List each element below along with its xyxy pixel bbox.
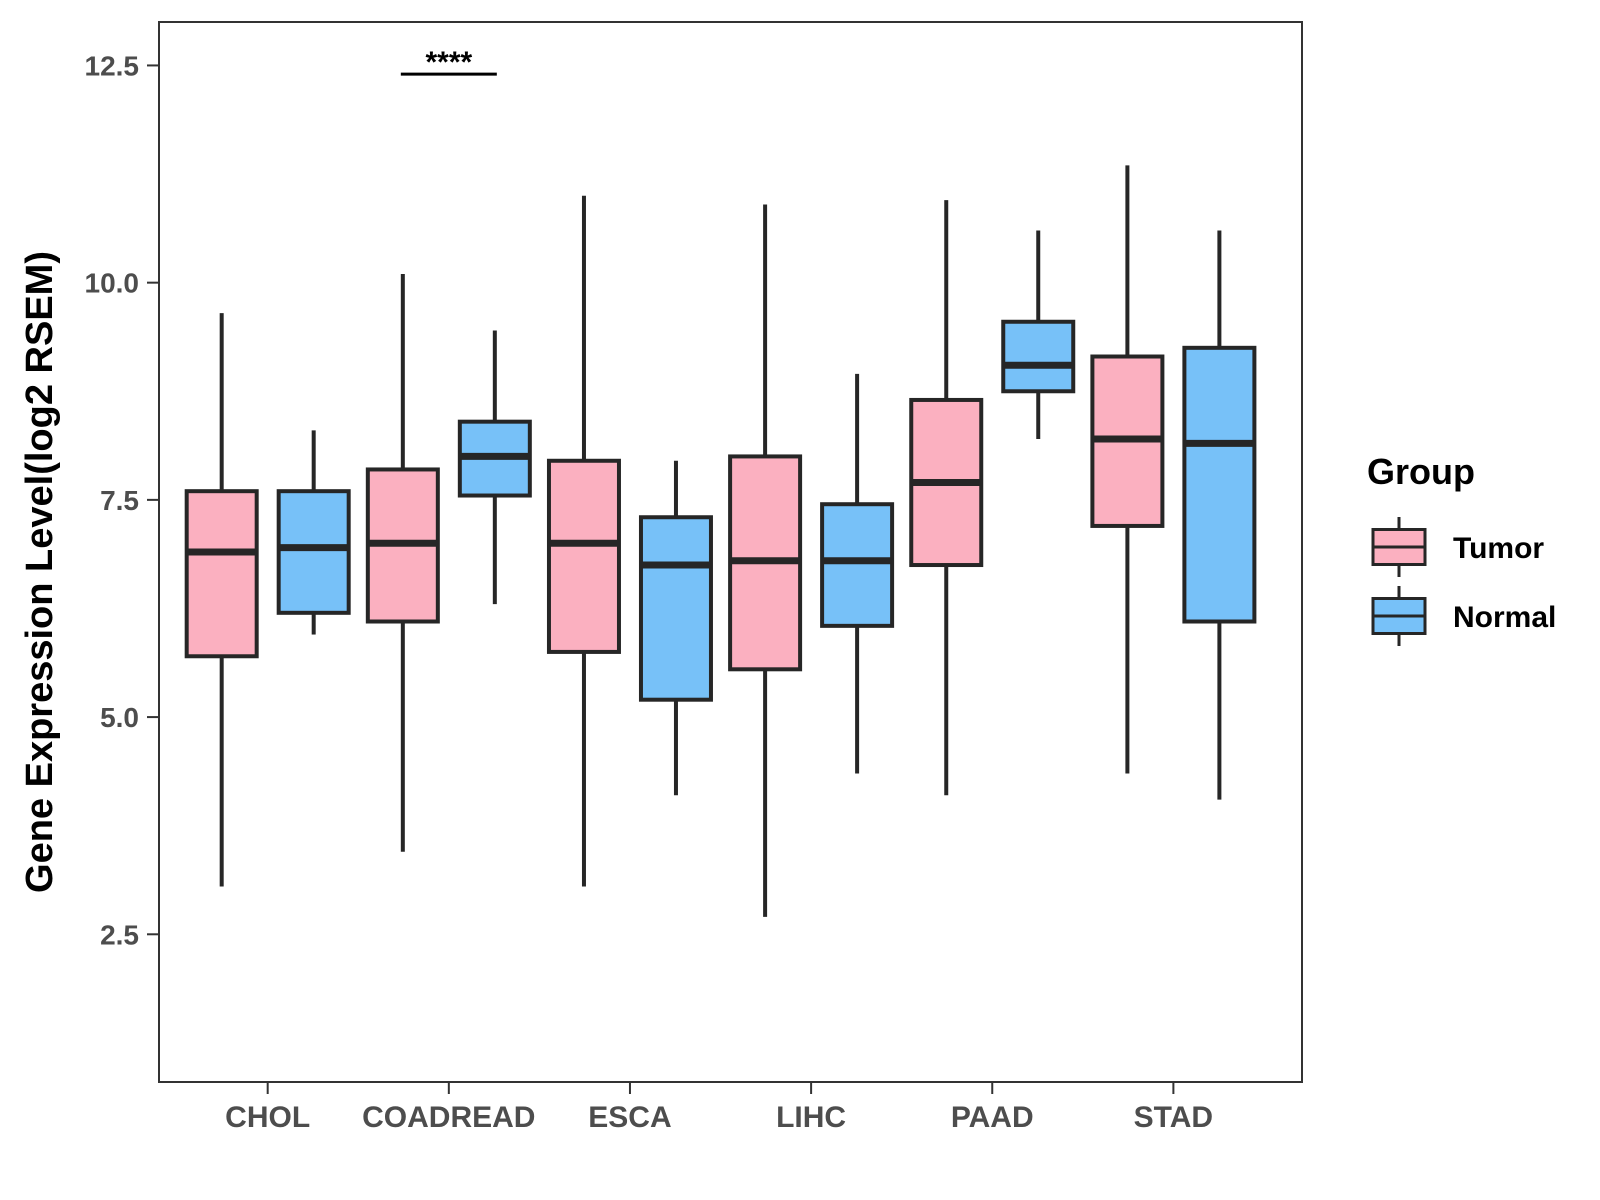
legend: Group Tumor Normal <box>1367 451 1556 646</box>
x-tick-label: STAD <box>1134 1101 1213 1134</box>
legend-label-normal: Normal <box>1453 601 1556 634</box>
y-tick-label: 7.5 <box>100 485 139 516</box>
y-tick-label: 10.0 <box>85 268 140 299</box>
x-tick-label: LIHC <box>776 1101 846 1134</box>
box-body <box>1182 345 1257 624</box>
box-body <box>638 515 713 702</box>
box-normal-coadread <box>457 330 532 605</box>
x-tick-label: PAAD <box>951 1101 1034 1134</box>
box-body <box>820 502 895 628</box>
box-normal-stad <box>1182 230 1257 800</box>
box-tumor-chol <box>184 313 259 887</box>
box-tumor-stad <box>1090 165 1165 774</box>
significance-label: **** <box>425 46 472 79</box>
box-tumor-esca <box>546 195 621 887</box>
x-tick-label: COADREAD <box>362 1101 535 1134</box>
plot-marks: **** <box>184 46 1257 917</box>
y-tick-label: 2.5 <box>100 919 139 950</box>
legend-key-tumor <box>1371 517 1427 577</box>
plot-panel-border <box>158 21 1303 1083</box>
box-body <box>546 458 621 654</box>
legend-title: Group <box>1367 451 1475 492</box>
box-normal-lihc <box>820 373 895 774</box>
y-tick-label: 5.0 <box>100 702 139 733</box>
box-body <box>184 489 259 659</box>
legend-label-tumor: Tumor <box>1453 532 1544 565</box>
x-tick-label: CHOL <box>225 1101 310 1134</box>
box-body <box>276 489 351 615</box>
x-tick-label: ESCA <box>588 1101 671 1134</box>
y-tick-label: 12.5 <box>85 50 140 81</box>
y-axis-title: Gene Expression Level(log2 RSEM) <box>19 251 61 893</box>
axes: 2.5 5.0 7.5 10.0 12.5 CHOL COADREAD ESCA LIHC PAA… <box>85 50 1214 1134</box>
box-normal-chol <box>276 430 351 635</box>
box-normal-paad <box>1001 230 1076 440</box>
box-body <box>1001 319 1076 394</box>
legend-key-normal <box>1371 586 1427 646</box>
box-tumor-lihc <box>728 204 803 917</box>
box-normal-esca <box>638 460 713 796</box>
box-tumor-coadread <box>365 273 440 852</box>
box-tumor-paad <box>909 200 984 796</box>
